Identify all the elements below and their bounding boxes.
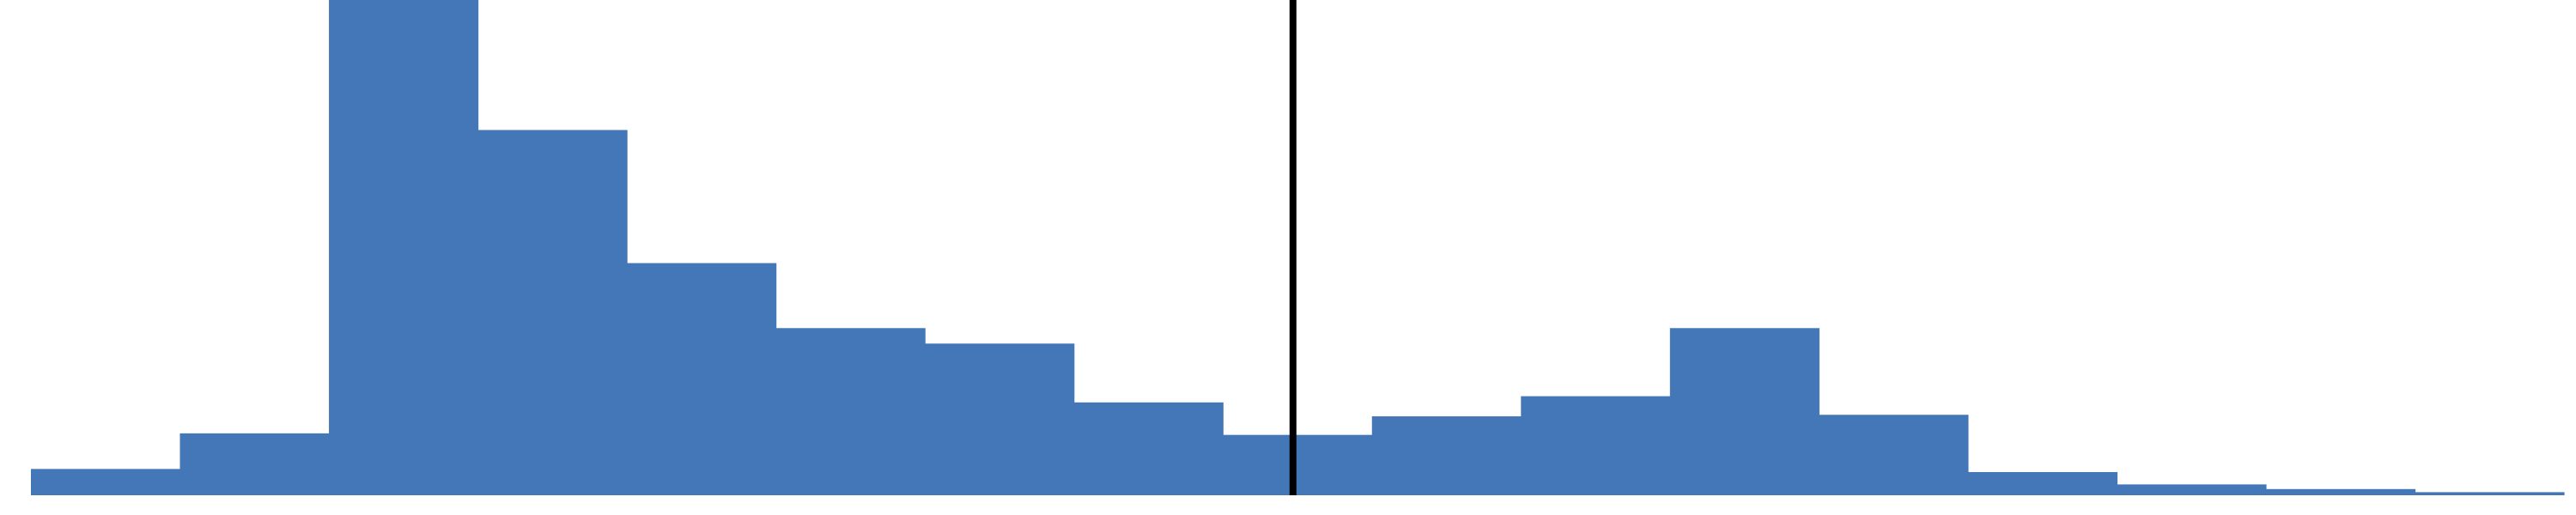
histogram-bar-15 — [2117, 484, 2267, 495]
histogram-bar-4 — [477, 130, 628, 495]
histogram-bar-17 — [2415, 492, 2565, 495]
histogram-bar-6 — [775, 328, 926, 495]
histogram-bar-11 — [1521, 396, 1671, 495]
histogram-bar-16 — [2265, 488, 2416, 495]
bars-group — [31, 0, 2565, 496]
histogram-bar-3 — [329, 0, 479, 495]
histogram-bar-5 — [627, 263, 777, 495]
histogram-bar-10 — [1371, 416, 1522, 495]
histogram-bar-8 — [1073, 402, 1224, 495]
histogram-bar-7 — [925, 343, 1075, 495]
histogram-bar-2 — [179, 433, 330, 496]
histogram-bar-13 — [1819, 415, 1969, 495]
histogram-bar-14 — [1967, 471, 2118, 495]
histogram-bar-1 — [31, 469, 181, 495]
histogram-bar-12 — [1669, 328, 1820, 495]
histogram-bar-9 — [1223, 434, 1373, 495]
